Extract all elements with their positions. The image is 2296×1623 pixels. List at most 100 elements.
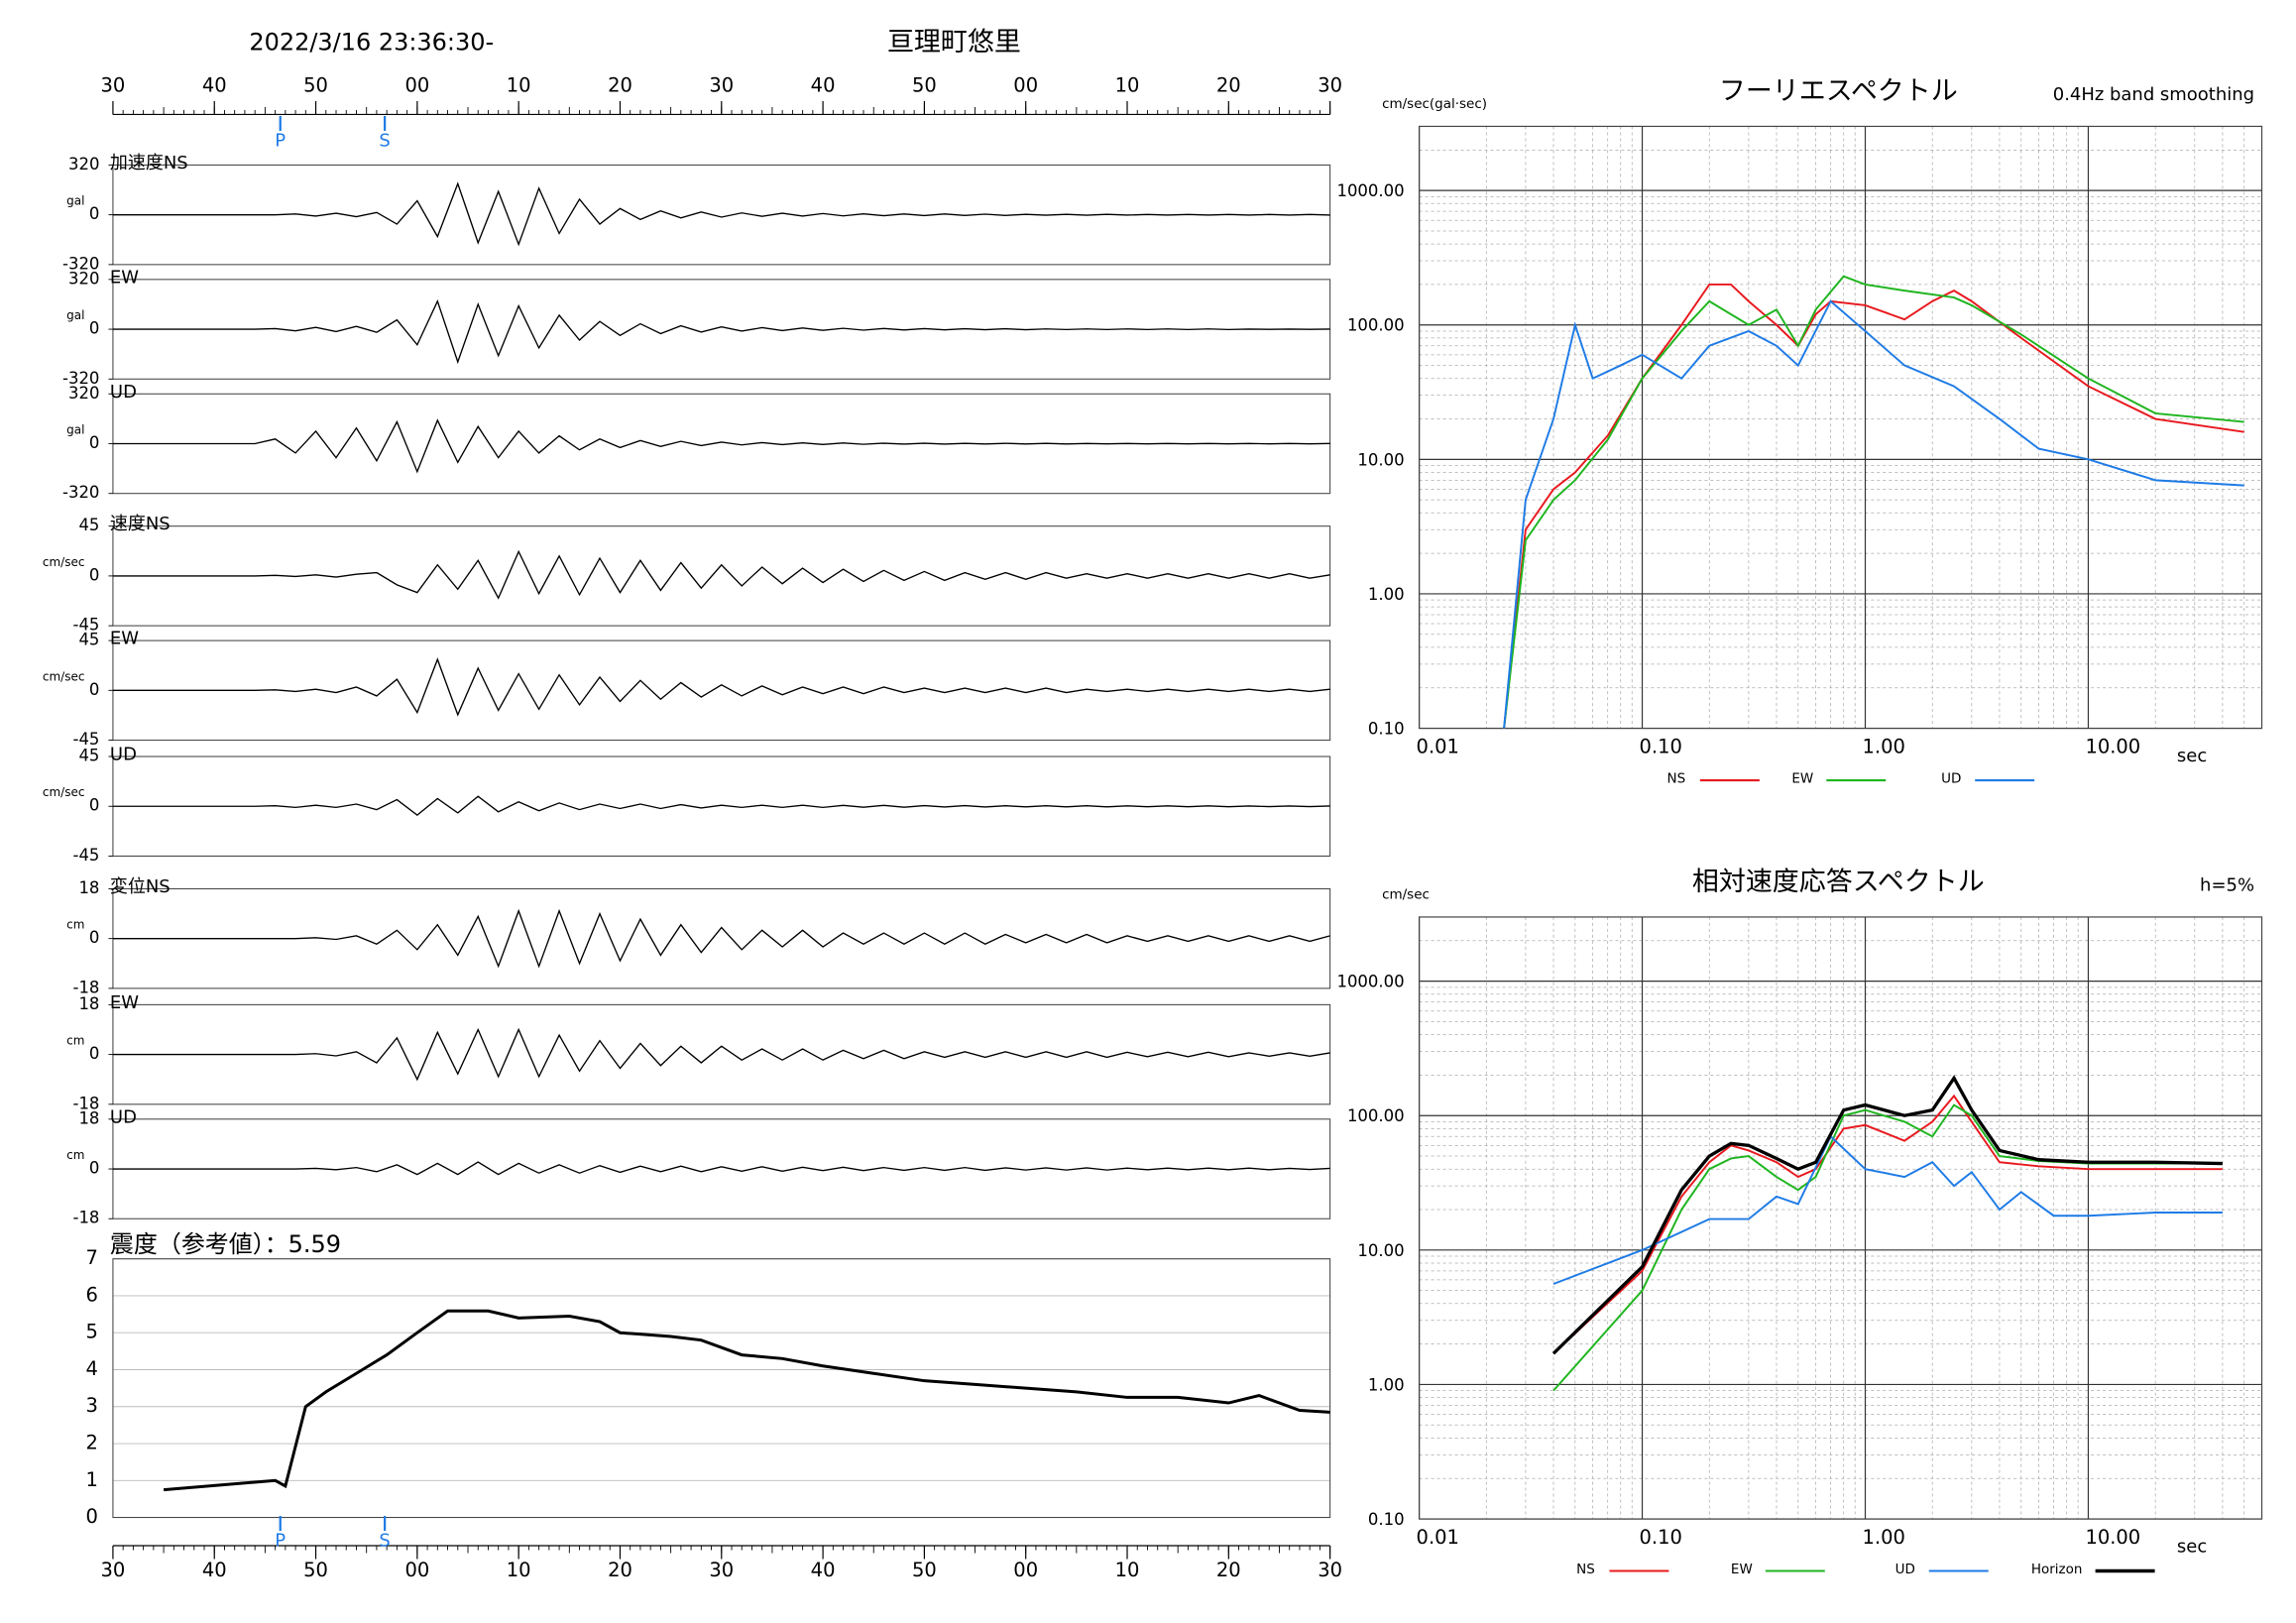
x-tick-label: 20 xyxy=(608,73,632,96)
trace-unit: gal xyxy=(66,422,84,436)
x-tick-label: 30 xyxy=(1318,73,1342,96)
x-tick-label: 20 xyxy=(1216,1559,1241,1581)
y-tick-label: 3 xyxy=(86,1394,98,1417)
trace-unit: cm xyxy=(66,918,84,932)
x-tick-label: 30 xyxy=(709,73,734,96)
y-tick-label: 0 xyxy=(89,1159,99,1178)
y-tick-label: 0 xyxy=(89,565,99,584)
y-tick-label: 6 xyxy=(86,1283,98,1306)
y-tick-label: 0 xyxy=(89,433,99,452)
y-tick-label: 1 xyxy=(86,1468,98,1491)
y-tick-label: 0 xyxy=(89,680,99,699)
trace-label: EW xyxy=(110,629,139,649)
trace-label: 変位NS xyxy=(110,876,171,897)
x-tick-label: 20 xyxy=(1216,73,1241,96)
y-tick-label: 1000.00 xyxy=(1336,973,1404,991)
legend-label: EW xyxy=(1731,1562,1753,1577)
x-tick-label: 00 xyxy=(1013,73,1038,96)
spectrum-line xyxy=(1503,275,2244,729)
legend-label: UD xyxy=(1941,771,1961,787)
phase-label: P xyxy=(275,1531,286,1552)
plot-frame xyxy=(1418,125,2263,730)
x-tick-label: 10 xyxy=(507,73,531,96)
y-tick-label: 320 xyxy=(68,384,99,403)
trace-label: UD xyxy=(110,382,137,403)
x-tick-label: 10.00 xyxy=(2085,1526,2140,1549)
intensity-title: 震度（参考値）：5.59 xyxy=(110,1230,341,1258)
x-tick-label: 00 xyxy=(404,73,429,96)
y-tick-label: 2 xyxy=(86,1432,98,1454)
waveform xyxy=(112,908,1330,969)
waveform xyxy=(112,299,1330,365)
x-tick-label: 40 xyxy=(811,73,836,96)
intensity-frame xyxy=(112,1258,1331,1519)
y-tick-label: 0 xyxy=(89,928,99,947)
x-axis-label: sec xyxy=(2177,746,2207,766)
y-tick-label: -18 xyxy=(73,978,100,996)
waveform xyxy=(112,1161,1330,1176)
x-tick-label: 50 xyxy=(912,1559,937,1581)
y-tick-label: 5 xyxy=(86,1321,98,1343)
y-tick-label: 1000.00 xyxy=(1336,181,1404,200)
y-tick-label: 10.00 xyxy=(1357,450,1404,469)
legend-label: NS xyxy=(1576,1562,1595,1577)
y-tick-label: 0 xyxy=(86,1505,98,1528)
y-tick-label: 18 xyxy=(78,994,99,1013)
x-tick-label: 50 xyxy=(303,73,328,96)
y-tick-label: 0.10 xyxy=(1368,1510,1405,1529)
y-tick-label: 10.00 xyxy=(1357,1241,1404,1260)
y-tick-label: 0 xyxy=(89,319,99,338)
y-tick-label: -18 xyxy=(73,1209,100,1227)
x-tick-label: 10.00 xyxy=(2085,736,2140,758)
trace-unit: gal xyxy=(66,308,84,322)
spectrum-subtitle: 0.4Hz band smoothing xyxy=(2053,84,2254,105)
legend-label: UD xyxy=(1895,1562,1915,1577)
trace-unit: cm xyxy=(66,1148,84,1162)
y-tick-label: 1.00 xyxy=(1368,1375,1405,1394)
x-tick-label: 30 xyxy=(101,1559,126,1581)
plot-frame xyxy=(1418,916,2263,1520)
x-tick-label: 1.00 xyxy=(1863,736,1905,758)
y-tick-label: 4 xyxy=(86,1357,98,1380)
x-tick-label: 0.01 xyxy=(1417,736,1459,758)
y-axis-label: cm/sec(gal·sec) xyxy=(1382,96,1487,112)
waveform xyxy=(112,795,1330,817)
trace-label: EW xyxy=(110,267,139,288)
x-tick-label: 0.01 xyxy=(1417,1526,1459,1549)
y-tick-label: -45 xyxy=(73,846,100,865)
y-tick-label: 45 xyxy=(78,747,99,765)
spectrum-line xyxy=(1552,1103,2223,1392)
y-tick-label: 1.00 xyxy=(1368,585,1405,604)
y-tick-label: -320 xyxy=(62,369,99,388)
station-title: 亘理町悠里 xyxy=(887,27,1021,58)
waveform xyxy=(112,418,1330,474)
x-axis-label: sec xyxy=(2177,1537,2207,1558)
x-tick-label: 50 xyxy=(912,73,937,96)
x-tick-label: 10 xyxy=(1115,1559,1140,1581)
waveform xyxy=(112,181,1330,247)
waveform xyxy=(112,549,1330,600)
x-tick-label: 20 xyxy=(608,1559,632,1581)
trace-label: UD xyxy=(110,745,137,765)
y-tick-label: 320 xyxy=(68,269,99,288)
trace-unit: gal xyxy=(66,194,84,208)
x-tick-label: 30 xyxy=(1318,1559,1342,1581)
legend-label: Horizon xyxy=(2031,1562,2083,1577)
y-tick-label: 0 xyxy=(89,1044,99,1063)
x-tick-label: 30 xyxy=(709,1559,734,1581)
trace-label: EW xyxy=(110,992,139,1013)
spectrum-title: 相対速度応答スペクトル xyxy=(1692,867,1985,897)
x-tick-label: 00 xyxy=(404,1559,429,1581)
phase-label: S xyxy=(379,1531,390,1552)
x-tick-label: 00 xyxy=(1013,1559,1038,1581)
y-tick-label: -320 xyxy=(62,254,99,273)
phase-label: P xyxy=(275,130,286,151)
y-tick-label: 18 xyxy=(78,878,99,897)
x-tick-label: 1.00 xyxy=(1863,1526,1905,1549)
x-tick-label: 0.10 xyxy=(1640,1526,1682,1549)
x-tick-label: 10 xyxy=(1115,73,1140,96)
legend-label: EW xyxy=(1791,771,1813,787)
